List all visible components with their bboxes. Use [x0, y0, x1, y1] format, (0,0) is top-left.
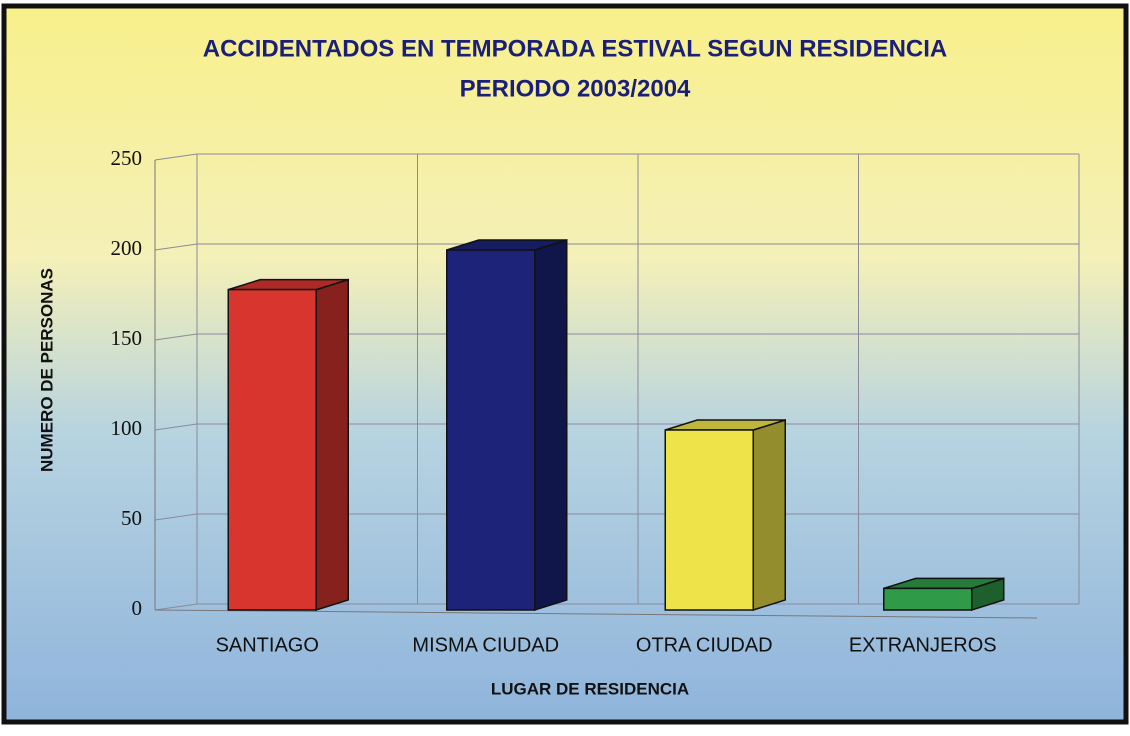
- bar-front: [883, 587, 973, 611]
- chart-title: ACCIDENTADOS EN TEMPORADA ESTIVAL SEGUN …: [203, 35, 948, 62]
- x-tick-label: MISMA CIUDAD: [412, 634, 559, 656]
- bar: [446, 238, 568, 612]
- grid-line-side: [154, 243, 198, 251]
- bar-front: [227, 288, 317, 611]
- x-tick-label: SANTIAGO: [216, 634, 319, 656]
- grid-line-side: [154, 603, 198, 611]
- y-tick-label: 150: [111, 326, 143, 350]
- y-axis-title: NUMERO DE PERSONAS: [37, 268, 56, 472]
- bar: [883, 577, 1005, 612]
- grid-line-side: [154, 513, 198, 521]
- grid-line-side: [154, 423, 198, 431]
- grid-line-side: [154, 153, 198, 161]
- y-tick-label: 200: [111, 236, 143, 260]
- grid-line-side: [154, 333, 198, 341]
- bar-side: [315, 278, 349, 612]
- chart-subtitle: PERIODO 2003/2004: [460, 75, 691, 102]
- bar-side: [534, 238, 568, 612]
- x-tick-label: OTRA CIUDAD: [636, 634, 773, 656]
- x-axis-title: LUGAR DE RESIDENCIA: [491, 679, 689, 698]
- floor-line: [154, 609, 1038, 619]
- y-tick-label: 50: [121, 506, 142, 530]
- x-tick-label: EXTRANJEROS: [849, 634, 997, 656]
- y-tick-label: 0: [132, 596, 143, 620]
- bar: [227, 278, 349, 612]
- y-tick-label: 100: [111, 416, 143, 440]
- bar: [664, 418, 786, 612]
- y-tick-label: 250: [111, 146, 143, 170]
- bar-side: [752, 418, 786, 612]
- bar-front: [446, 249, 536, 611]
- bar-front: [664, 429, 754, 611]
